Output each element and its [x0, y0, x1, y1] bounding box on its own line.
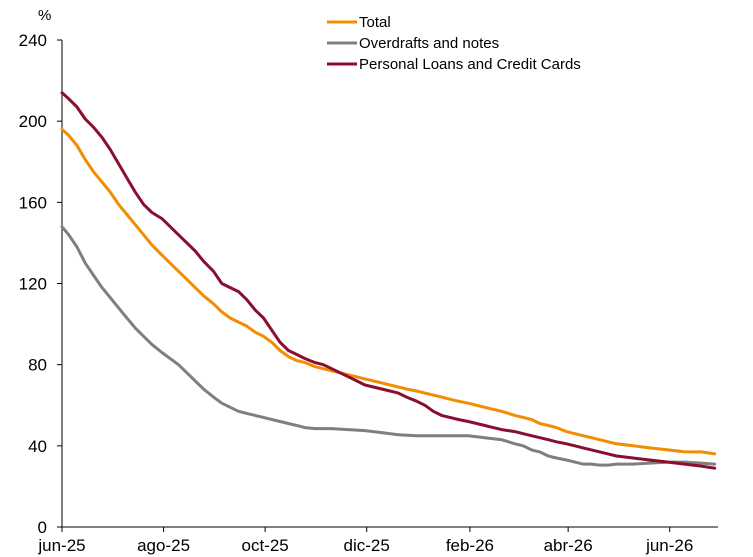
y-tick-label: 200 — [19, 112, 47, 131]
series-line-0 — [60, 127, 717, 456]
series-line-1 — [60, 225, 717, 467]
x-tick-label: dic-25 — [344, 536, 390, 555]
x-ticks: jun-25 ago-25 oct-25 dic-25 feb-26 abr-26 jun-… — [37, 527, 693, 555]
legend-label: Personal Loans and Credit Cards — [359, 56, 581, 73]
x-tick-label: ago-25 — [137, 536, 190, 555]
x-tick-label: abr-26 — [544, 536, 593, 555]
x-tick-label: jun-25 — [37, 536, 85, 555]
y-tick-label: 120 — [19, 275, 47, 294]
x-tick-label: jun-26 — [645, 536, 693, 555]
series-line-2 — [60, 91, 717, 470]
legend-label: Overdrafts and notes — [359, 35, 499, 52]
y-unit-label: % — [38, 7, 51, 24]
y-ticks: 0 40 80 120 160 200 240 — [19, 31, 62, 537]
x-tick-label: feb-26 — [446, 536, 494, 555]
y-tick-label: 80 — [28, 356, 47, 375]
chart-axes — [61, 40, 718, 528]
y-tick-label: 160 — [19, 193, 47, 212]
y-tick-label: 40 — [28, 437, 47, 456]
y-tick-label: 240 — [19, 31, 47, 50]
x-tick-label: oct-25 — [242, 536, 289, 555]
y-tick-label: 0 — [38, 518, 47, 537]
legend-label: Total — [359, 14, 391, 31]
legend: Total Overdrafts and notes Personal Loans … — [327, 14, 581, 73]
series-lines — [60, 91, 717, 470]
